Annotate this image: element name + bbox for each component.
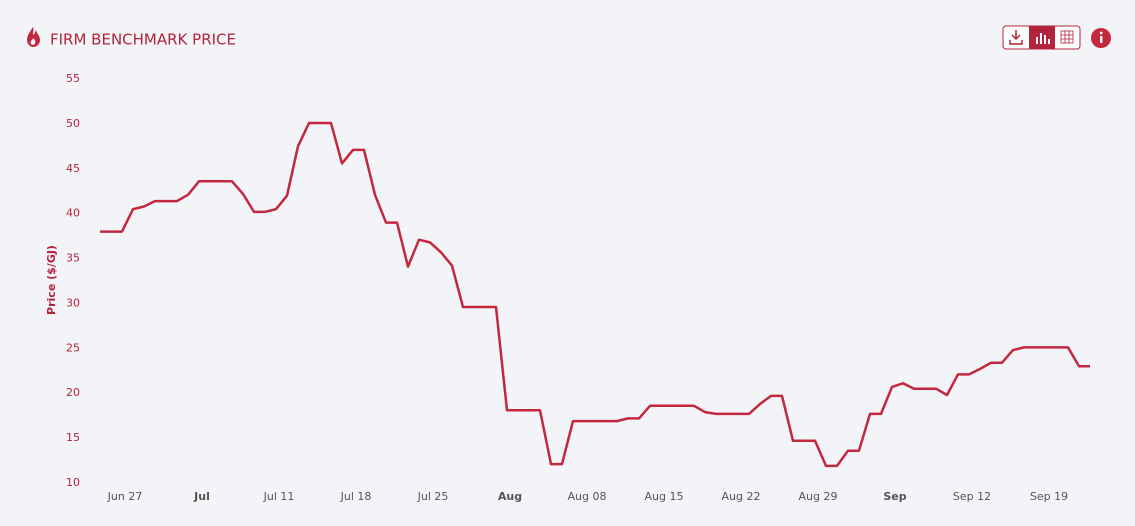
y-tick-label: 45 [66, 162, 80, 175]
x-tick-label: Sep 19 [1030, 490, 1068, 503]
y-tick-label: 35 [66, 252, 80, 265]
x-tick-label: Aug 15 [645, 490, 684, 503]
y-tick-label: 20 [66, 386, 80, 399]
flame-icon [27, 27, 40, 47]
y-tick-label: 15 [66, 431, 80, 444]
chart-icon [1036, 33, 1050, 44]
chart-title: FIRM BENCHMARK PRICE [50, 31, 236, 49]
download-button[interactable] [1009, 30, 1023, 45]
plot-area: 10 15 20 25 30 35 40 45 50 55 Jun 27 Jul Jul 11 Jul 1… [66, 72, 1090, 503]
info-button[interactable] [1091, 28, 1111, 48]
x-tick-label: Sep [883, 490, 906, 503]
flame-icon-inner [30, 38, 36, 45]
x-tick-label: Jul 18 [340, 490, 372, 503]
x-tick-label: Aug 22 [722, 490, 761, 503]
y-tick-label: 50 [66, 117, 80, 130]
x-tick-label: Aug [498, 490, 522, 503]
x-tick-label: Jul [193, 490, 210, 503]
y-tick-label: 40 [66, 207, 80, 220]
table-view-button[interactable] [1060, 30, 1074, 44]
x-tick-label: Aug 29 [799, 490, 838, 503]
toolbar [1002, 25, 1081, 50]
x-tick-label: Jul 25 [417, 490, 449, 503]
y-tick-label: 55 [66, 72, 80, 85]
y-tick-label: 30 [66, 296, 80, 309]
x-tick-label: Jun 27 [107, 490, 143, 503]
x-tick-label: Jul 11 [263, 490, 295, 503]
y-tick-label: 25 [66, 341, 80, 354]
price-line [100, 121, 1090, 468]
x-tick-label: Sep 12 [953, 490, 991, 503]
y-axis-label: Price ($/GJ) [45, 245, 58, 315]
x-tick-label: Aug 08 [568, 490, 607, 503]
y-tick-label: 10 [66, 476, 80, 489]
